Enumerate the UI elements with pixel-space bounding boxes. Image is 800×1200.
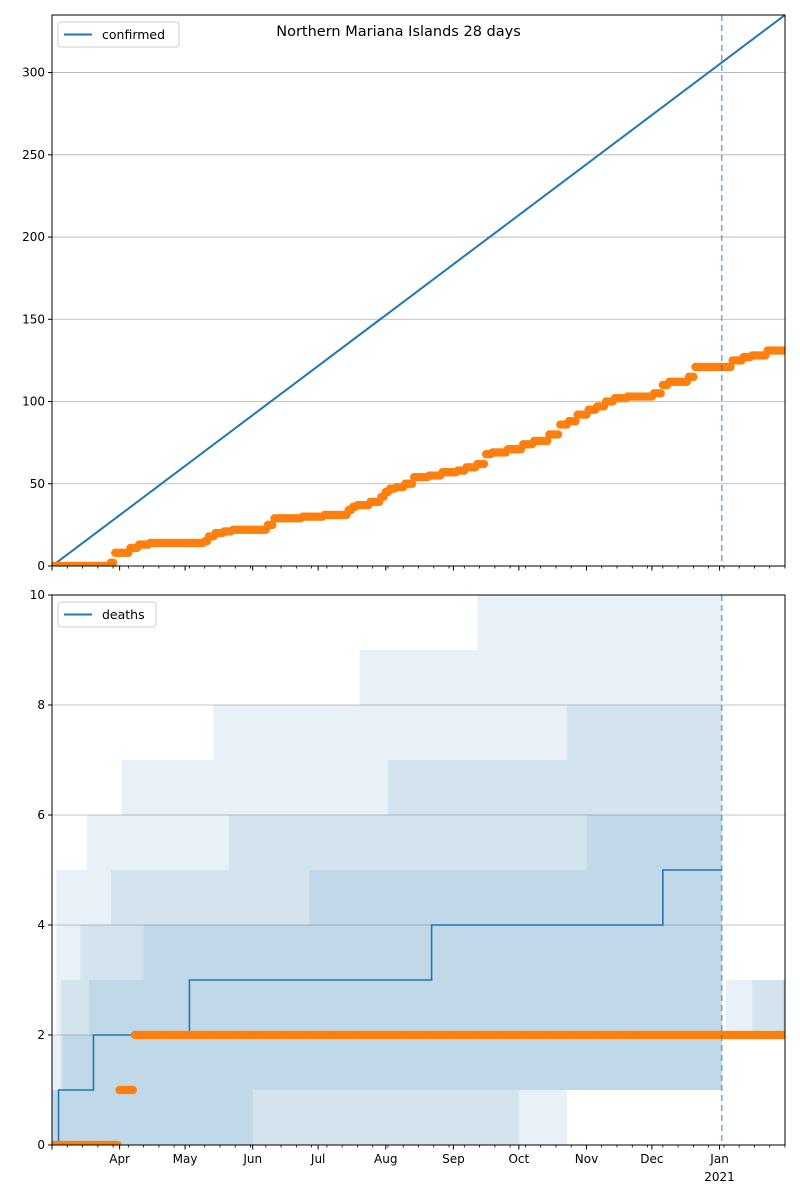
- x-tick-label: Apr: [109, 1152, 130, 1166]
- x-tick-label: May: [173, 1152, 198, 1166]
- plot-area: [52, 595, 785, 1145]
- x-tick-label: Jan: [709, 1152, 729, 1166]
- y-tick-label: 200: [22, 230, 45, 244]
- observed-point: [780, 1030, 785, 1040]
- observed-point: [268, 520, 277, 530]
- legend-box: [57, 601, 157, 628]
- plot-area: [52, 15, 785, 566]
- x-tick-label: Dec: [640, 1152, 663, 1166]
- deaths-panel: 0 2 4 6 8 10 Apr May Jun Jul Aug Sep Oct Nov Dec Jan 202…: [30, 588, 786, 1184]
- x-tick-label: Jun: [242, 1152, 262, 1166]
- y-tick-label: 250: [22, 148, 45, 162]
- y-tick-label: 6: [37, 808, 45, 822]
- legend: confirmed: [57, 21, 180, 48]
- y-tick-label: 150: [22, 312, 45, 326]
- observed-point: [553, 430, 563, 439]
- observed-point: [113, 1140, 122, 1145]
- y-tick-label: 4: [37, 918, 45, 932]
- observed-point: [543, 436, 552, 446]
- y-tick-label: 100: [22, 395, 45, 409]
- legend-label: deaths: [102, 607, 145, 622]
- observed-point: [726, 362, 735, 372]
- observed-point: [689, 372, 698, 382]
- x-tick-label: Oct: [508, 1152, 529, 1166]
- uncertainty-band: [52, 595, 722, 1145]
- y-tick-label: 0: [37, 1138, 45, 1152]
- confirmed-panel: 0 50 100 150 200 250 300 Northern Mariana Islan…: [22, 14, 786, 573]
- x-tick-label: Sep: [442, 1152, 465, 1166]
- y-tick-label: 2: [37, 1028, 45, 1042]
- chart-title: Northern Mariana Islands 28 days: [276, 24, 521, 40]
- observed-point: [656, 389, 665, 398]
- legend-label: confirmed: [102, 27, 165, 42]
- observed-point: [479, 459, 489, 469]
- observed-point: [128, 1085, 137, 1095]
- y-tick-label: 0: [37, 559, 45, 573]
- deaths-line: [52, 869, 722, 1145]
- forecast-band: [721, 980, 785, 1035]
- y-tick-label: 8: [37, 698, 45, 712]
- legend: deaths: [57, 601, 157, 628]
- x-tick-sublabel: 2021: [704, 1170, 735, 1184]
- x-tick-label: Nov: [575, 1152, 598, 1166]
- observed-point: [407, 479, 417, 488]
- observed-point: [108, 558, 118, 566]
- y-tick-label: 300: [22, 66, 45, 80]
- x-tick-label: Aug: [374, 1152, 397, 1166]
- forecast-band: [721, 980, 785, 1035]
- confirmed-line: [52, 15, 785, 566]
- x-tick-label: Jul: [310, 1152, 325, 1166]
- legend-box: [57, 21, 180, 48]
- observed-point: [780, 346, 785, 355]
- y-tick-label: 50: [30, 477, 45, 491]
- y-tick-label: 10: [30, 588, 45, 602]
- observed-point: [571, 417, 580, 426]
